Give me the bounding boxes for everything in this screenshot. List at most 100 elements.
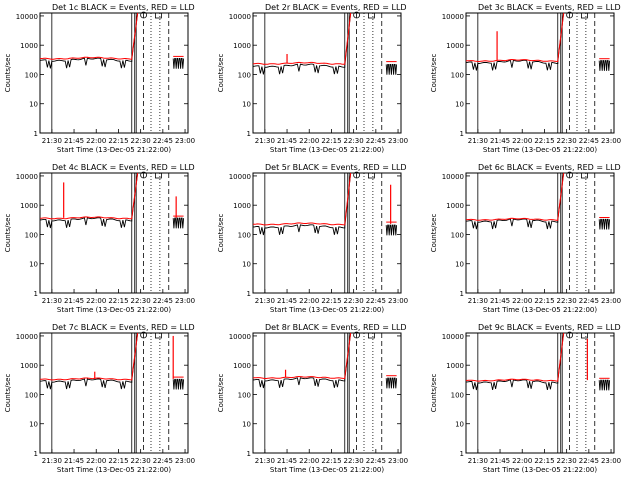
plot-frame [465,172,615,294]
x-tick-label: 22:45 [366,297,386,305]
x-axis-label: Start Time (13-Dec-05 21:22:00) [270,306,384,314]
y-tick-label: 1000 [233,362,251,370]
detector-panel: Det 2r BLACK = Events, RED = LLD 1 10 100 10… [217,3,408,154]
x-tick-label: 23:00 [601,297,621,305]
x-tick-label: 22:15 [321,137,341,145]
detector-panel: Det 1c BLACK = Events, RED = LLD 1 10 100 10… [4,3,195,154]
x-tick-label: 22:30 [344,297,364,305]
x-tick-label: 22:45 [579,297,599,305]
y-tick-label: 10 [242,101,251,109]
events-series [252,332,352,389]
x-tick-label: 21:45 [490,297,510,305]
detector-panel: Det 7c BLACK = Events, RED = LLD 1 10 100 10… [4,323,195,474]
x-tick-label: 22:45 [366,137,386,145]
y-tick-label: 10000 [442,13,464,21]
y-tick-label: 1 [34,290,38,298]
panel-title: Det 1c BLACK = Events, RED = LLD [52,3,195,12]
y-tick-label: 100 [451,391,464,399]
x-tick-label: 21:45 [277,297,297,305]
saa-marker [140,11,148,19]
y-tick-label: 10 [29,261,38,269]
x-tick-label: 23:00 [175,297,195,305]
events-series [252,172,352,236]
lld-series [465,12,565,63]
events-series [385,224,398,236]
y-axis-label: Counts/sec [430,214,438,253]
night-marker [581,332,588,339]
detector-panel: Det 3c BLACK = Events, RED = LLD 1 10 100 10… [430,3,621,154]
y-tick-label: 10000 [442,333,464,341]
lld-series [39,332,139,381]
x-tick-label: 22:15 [534,137,554,145]
x-tick-label: 22:15 [534,297,554,305]
plot-frame [252,172,402,294]
events-series [598,218,611,230]
night-marker [367,12,375,19]
x-tick-label: 21:45 [64,297,84,305]
x-tick-label: 22:45 [366,457,386,465]
y-tick-label: 10000 [442,173,464,181]
y-tick-label: 10 [29,421,38,429]
x-tick-label: 22:15 [108,137,128,145]
events-series [172,217,185,229]
y-tick-label: 10 [455,101,464,109]
x-tick-label: 21:30 [42,137,62,145]
x-tick-label: 21:30 [468,457,488,465]
x-tick-label: 22:30 [131,297,151,305]
x-tick-label: 22:15 [321,457,341,465]
x-tick-label: 22:00 [512,457,532,465]
panel-title: Det 8r BLACK = Events, RED = LLD [265,323,407,332]
y-tick-label: 10 [455,261,464,269]
x-tick-label: 22:00 [86,457,106,465]
y-tick-label: 1000 [20,362,38,370]
x-axis-label: Start Time (13-Dec-05 21:22:00) [270,146,384,154]
lld-series [252,172,352,226]
events-series [465,12,565,71]
y-tick-label: 1 [460,450,464,458]
x-tick-label: 23:00 [601,457,621,465]
x-tick-label: 22:00 [86,137,106,145]
x-tick-label: 23:00 [601,137,621,145]
events-series [598,379,611,391]
y-tick-label: 1000 [233,202,251,210]
panel-title: Det 5r BLACK = Events, RED = LLD [265,163,407,172]
x-tick-label: 21:45 [277,457,297,465]
x-tick-label: 21:45 [490,457,510,465]
x-axis-label: Start Time (13-Dec-05 21:22:00) [57,146,171,154]
x-tick-label: 21:30 [468,297,488,305]
y-tick-label: 1000 [446,42,464,50]
saa-marker [566,171,573,179]
y-tick-label: 1 [460,130,464,138]
night-marker [154,332,162,339]
events-series [39,12,139,69]
x-tick-label: 21:30 [42,457,62,465]
y-tick-label: 100 [25,71,38,79]
y-tick-label: 100 [238,231,251,239]
x-tick-label: 22:45 [579,137,599,145]
x-tick-label: 21:45 [64,457,84,465]
events-series [598,60,611,71]
y-tick-label: 1000 [446,362,464,370]
detector-panel: Det 6c BLACK = Events, RED = LLD 1 10 100 10… [430,163,621,314]
night-marker [154,12,162,19]
x-axis-label: Start Time (13-Dec-05 21:22:00) [483,466,597,474]
y-tick-label: 10 [455,421,464,429]
panel-title: Det 9c BLACK = Events, RED = LLD [478,323,621,332]
events-series [385,377,398,389]
events-series [172,378,185,390]
detector-panel: Det 9c BLACK = Events, RED = LLD 1 10 100 10… [430,323,621,474]
y-axis-label: Counts/sec [430,54,438,93]
y-tick-label: 1 [247,290,251,298]
y-tick-label: 1000 [233,42,251,50]
y-tick-label: 100 [25,391,38,399]
y-tick-label: 100 [451,71,464,79]
x-tick-label: 22:45 [153,457,173,465]
night-marker [581,172,588,179]
x-tick-label: 22:00 [299,457,319,465]
saa-marker [140,171,148,179]
y-tick-label: 100 [25,231,38,239]
y-tick-label: 10000 [16,173,38,181]
y-axis-label: Counts/sec [217,54,225,93]
x-tick-label: 23:00 [175,137,195,145]
